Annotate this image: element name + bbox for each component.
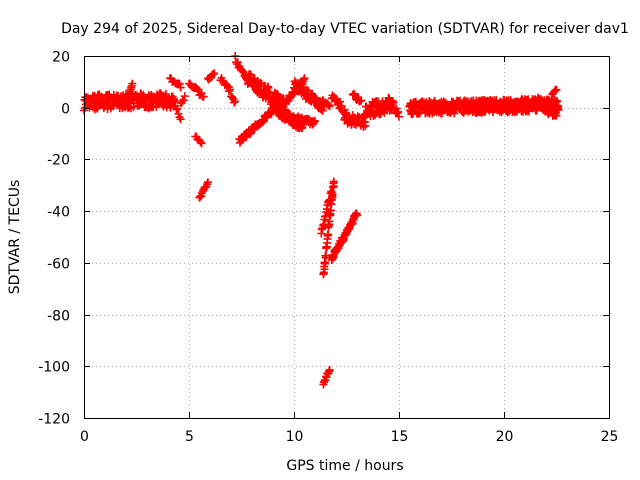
data-point bbox=[170, 96, 179, 105]
plot-frame bbox=[84, 56, 610, 419]
data-point bbox=[321, 251, 330, 260]
data-point bbox=[196, 138, 205, 146]
data-point bbox=[195, 193, 204, 202]
axis-ticks bbox=[84, 56, 610, 419]
y-tick-label: -60 bbox=[47, 257, 70, 273]
y-tick-label: -20 bbox=[47, 153, 70, 169]
data-markers bbox=[80, 52, 563, 389]
data-point bbox=[300, 74, 309, 83]
y-tick-label: -100 bbox=[38, 360, 70, 376]
data-point bbox=[109, 102, 118, 111]
data-point bbox=[172, 105, 181, 114]
data-point bbox=[210, 69, 219, 78]
data-point bbox=[231, 97, 240, 106]
data-point bbox=[361, 121, 370, 130]
x-tick-label: 25 bbox=[601, 429, 619, 445]
data-point bbox=[176, 115, 185, 124]
x-tick-label: 10 bbox=[286, 429, 304, 445]
data-point bbox=[395, 112, 403, 121]
data-point bbox=[324, 230, 333, 239]
y-tick-label: 0 bbox=[61, 102, 70, 118]
data-point bbox=[230, 98, 239, 107]
data-point bbox=[175, 80, 184, 89]
y-tick-label: -120 bbox=[38, 412, 70, 428]
x-tick-label: 0 bbox=[80, 429, 89, 445]
data-point bbox=[349, 89, 358, 98]
data-point bbox=[203, 178, 212, 187]
data-point bbox=[384, 93, 393, 102]
data-point bbox=[353, 211, 361, 220]
data-point bbox=[197, 139, 206, 148]
y-tick-label: -80 bbox=[47, 309, 70, 325]
data-point bbox=[393, 109, 402, 118]
data-point bbox=[389, 98, 398, 107]
data-point bbox=[239, 68, 248, 77]
x-axis-tick-labels: 0 5 10 15 20 25 bbox=[80, 429, 618, 445]
data-point bbox=[224, 87, 233, 96]
data-point bbox=[225, 85, 234, 94]
data-point bbox=[264, 83, 273, 92]
y-axis-title: SDTVAR / TECUs bbox=[7, 180, 23, 295]
y-tick-label: 20 bbox=[52, 50, 70, 66]
data-point bbox=[552, 111, 561, 120]
data-point bbox=[324, 101, 333, 110]
data-point bbox=[173, 104, 182, 113]
x-axis-title: GPS time / hours bbox=[286, 458, 403, 474]
y-tick-label: -40 bbox=[47, 205, 70, 221]
data-point bbox=[237, 66, 246, 75]
data-point bbox=[176, 83, 185, 92]
data-point bbox=[311, 117, 319, 126]
x-tick-label: 5 bbox=[185, 429, 194, 445]
x-tick-label: 20 bbox=[496, 429, 514, 445]
x-tick-label: 15 bbox=[391, 429, 409, 445]
data-point bbox=[209, 70, 218, 79]
data-point bbox=[228, 92, 237, 101]
chart-title: Day 294 of 2025, Sidereal Day-to-day VTE… bbox=[61, 21, 629, 37]
data-point bbox=[180, 92, 189, 101]
data-point bbox=[199, 92, 208, 101]
data-point bbox=[128, 79, 137, 88]
data-point bbox=[179, 96, 188, 105]
data-point bbox=[233, 58, 242, 67]
data-point bbox=[327, 188, 336, 197]
data-point bbox=[552, 85, 561, 94]
data-point bbox=[329, 177, 338, 186]
data-point bbox=[394, 107, 403, 116]
data-point bbox=[325, 102, 334, 111]
data-point bbox=[357, 96, 366, 105]
data-point bbox=[298, 123, 307, 132]
data-point bbox=[325, 365, 334, 374]
y-axis-tick-labels: -120 -100 -80 -60 -40 -20 0 20 bbox=[38, 50, 70, 428]
